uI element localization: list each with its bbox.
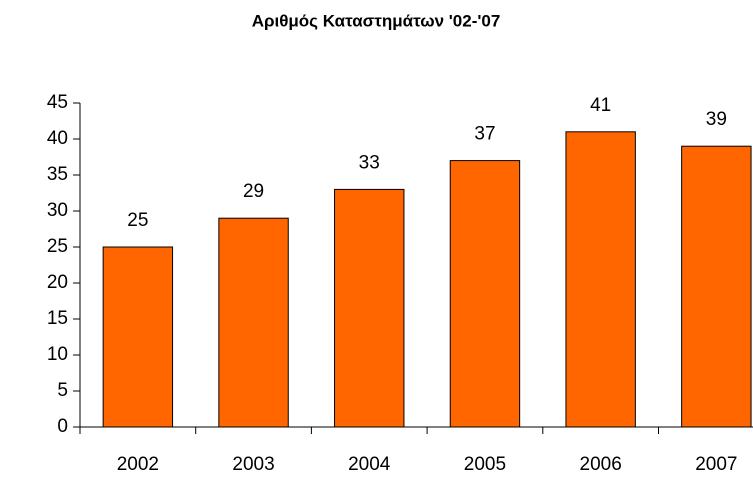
y-tick-label: 10: [47, 344, 68, 365]
y-tick-label: 25: [47, 236, 68, 257]
x-tick-label: 2006: [580, 454, 622, 475]
y-tick-label: 5: [57, 380, 68, 401]
x-tick-label: 2003: [232, 454, 274, 475]
bar: [218, 217, 289, 428]
data-label: 41: [590, 95, 611, 116]
y-tick-label: 40: [47, 128, 68, 149]
data-label: 37: [474, 124, 495, 145]
data-label: 39: [706, 109, 727, 130]
y-tick-label: 30: [47, 200, 68, 221]
bar: [449, 160, 521, 428]
bar: [681, 145, 752, 428]
bar: [565, 131, 636, 428]
y-tick-label: 20: [47, 272, 68, 293]
bar: [334, 188, 405, 428]
x-tick-label: 2007: [695, 454, 737, 475]
y-tick-label: 35: [47, 164, 68, 185]
data-label: 33: [359, 152, 380, 173]
x-tick-label: 2002: [117, 454, 159, 475]
y-tick-label: 0: [57, 416, 68, 437]
data-label: 29: [243, 181, 264, 202]
x-tick-label: 2004: [348, 454, 391, 475]
y-tick-label: 45: [47, 92, 68, 113]
data-label: 25: [127, 210, 148, 231]
bar: [102, 246, 174, 428]
y-tick-label: 15: [47, 308, 68, 329]
x-tick-label: 2005: [464, 454, 506, 475]
chart-title: Αριθμός Καταστημάτων '02-'07: [252, 11, 501, 30]
